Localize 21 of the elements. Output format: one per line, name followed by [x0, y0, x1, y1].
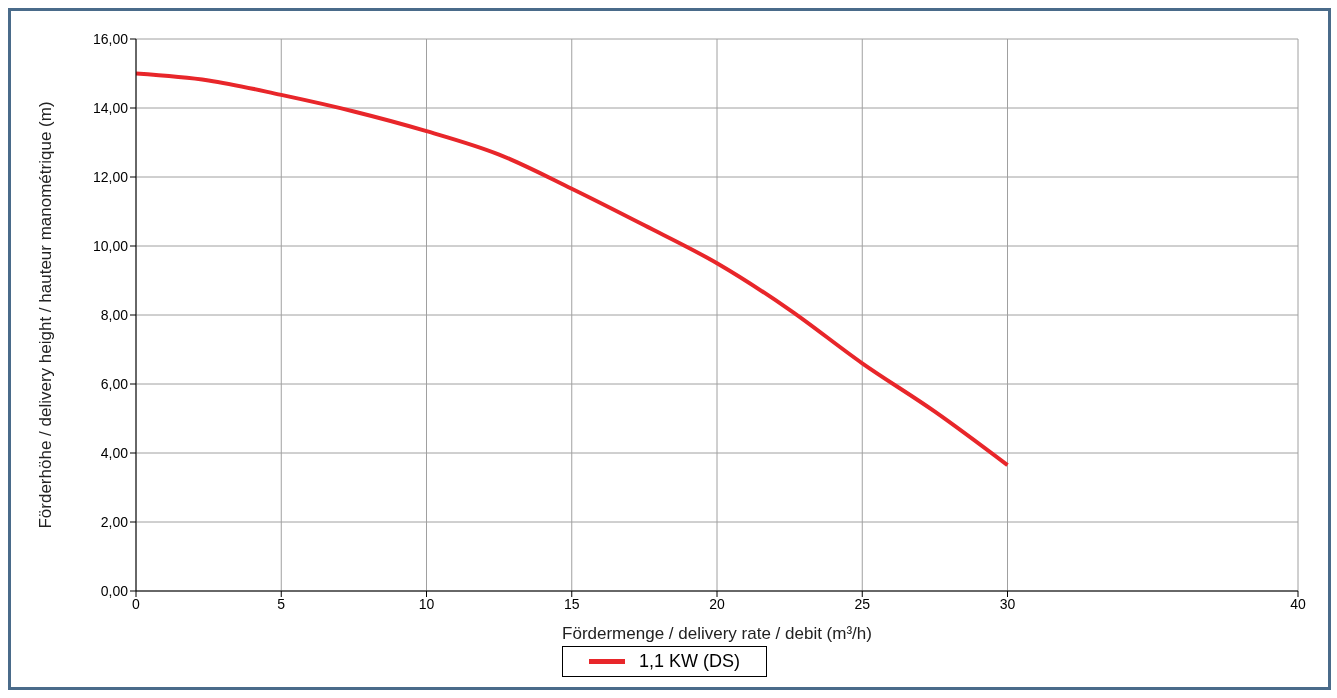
x-tick-label: 20	[709, 595, 725, 612]
y-tick-label: 4,00	[100, 444, 129, 461]
x-tick-label: 5	[277, 595, 286, 612]
x-tick-label: 30	[999, 595, 1016, 612]
y-axis-title: Förderhöhe / delivery height / hauteur manométrique (m)	[36, 101, 55, 529]
y-tick-label: 8,00	[100, 306, 129, 323]
x-tick-label: 25	[854, 595, 871, 612]
y-tick-label: 12,00	[92, 168, 129, 185]
line-series	[136, 71, 1010, 468]
x-tick-label: 40	[1290, 595, 1306, 612]
y-tick-label: 16,00	[92, 30, 129, 47]
y-tick-label: 10,00	[92, 237, 129, 254]
y-tick-label: 2,00	[100, 513, 129, 530]
y-tick-label: 0,00	[100, 582, 129, 599]
x-tick-label: 0	[132, 595, 141, 612]
y-tick-label: 14,00	[92, 99, 129, 116]
x-axis-title: Fördermenge / delivery rate / debit (m³/h)	[562, 624, 872, 643]
x-tick-label: 15	[563, 595, 580, 612]
y-tick-label: 6,00	[100, 375, 129, 392]
x-tick-label: 10	[418, 595, 435, 612]
legend-label: 1,1 KW (DS)	[638, 651, 740, 672]
